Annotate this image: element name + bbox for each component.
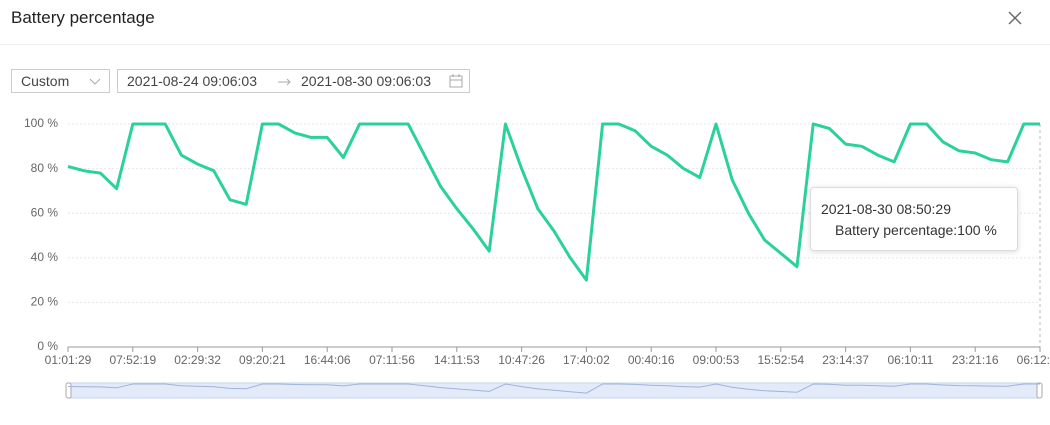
mode-select[interactable]: Custom (11, 69, 110, 93)
select-arrow (89, 78, 101, 85)
end-date: 2021-08-30 09:06:03 (301, 73, 431, 89)
zoom-slider[interactable] (67, 382, 1041, 399)
calendar-icon (449, 74, 463, 88)
x-tick-label: 06:10:11 (887, 353, 933, 367)
y-tick-label: 80 % (31, 161, 59, 175)
x-tick-label: 15:52:54 (757, 353, 804, 367)
y-tick-label: 100 % (24, 116, 58, 130)
dialog-title: Battery percentage (11, 8, 155, 27)
x-tick-label: 23:21:16 (952, 353, 999, 367)
start-date: 2021-08-24 09:06:03 (127, 73, 257, 89)
range-arrow (278, 78, 291, 86)
dialog-header: Battery percentage (0, 0, 1050, 45)
x-tick-label: 14:11:53 (434, 353, 480, 367)
y-tick-label: 40 % (31, 250, 59, 264)
x-tick-label: 23:14:37 (822, 353, 869, 367)
x-tick-label: 09:00:53 (693, 353, 740, 367)
close-button[interactable] (1006, 9, 1024, 27)
y-tick-label: 0 % (37, 339, 58, 353)
x-tick-label: 01:01:29 (45, 353, 92, 367)
date-range[interactable]: 2021-08-24 09:06:03 2021-08-30 09:06:03 (117, 69, 470, 93)
x-tick-label: 17:40:02 (563, 353, 610, 367)
y-tick-label: 20 % (31, 295, 59, 309)
tooltip-text: Battery percentage:100 % (835, 222, 997, 238)
tooltip: 2021-08-30 08:50:29 Battery percentage:1… (810, 187, 1018, 251)
x-tick-label: 02:29:32 (174, 353, 221, 367)
x-tick-label: 00:40:16 (628, 353, 675, 367)
zoom-handle-left[interactable] (65, 382, 72, 399)
x-tick-label: 07:11:56 (369, 353, 415, 367)
x-tick-label: 07:52:19 (109, 353, 156, 367)
x-tick-label: 10:47:26 (498, 353, 545, 367)
zoom-handle-right[interactable] (1036, 382, 1043, 399)
x-tick-label: 09:20:21 (239, 353, 286, 367)
x-tick-label: 06:12:05 (1017, 353, 1050, 367)
tooltip-title: 2021-08-30 08:50:29 (821, 201, 951, 217)
x-tick-label: 16:44:06 (304, 353, 351, 367)
mode-value: Custom (21, 73, 70, 89)
y-tick-label: 60 % (31, 205, 59, 219)
zoom-preview (67, 383, 1040, 394)
